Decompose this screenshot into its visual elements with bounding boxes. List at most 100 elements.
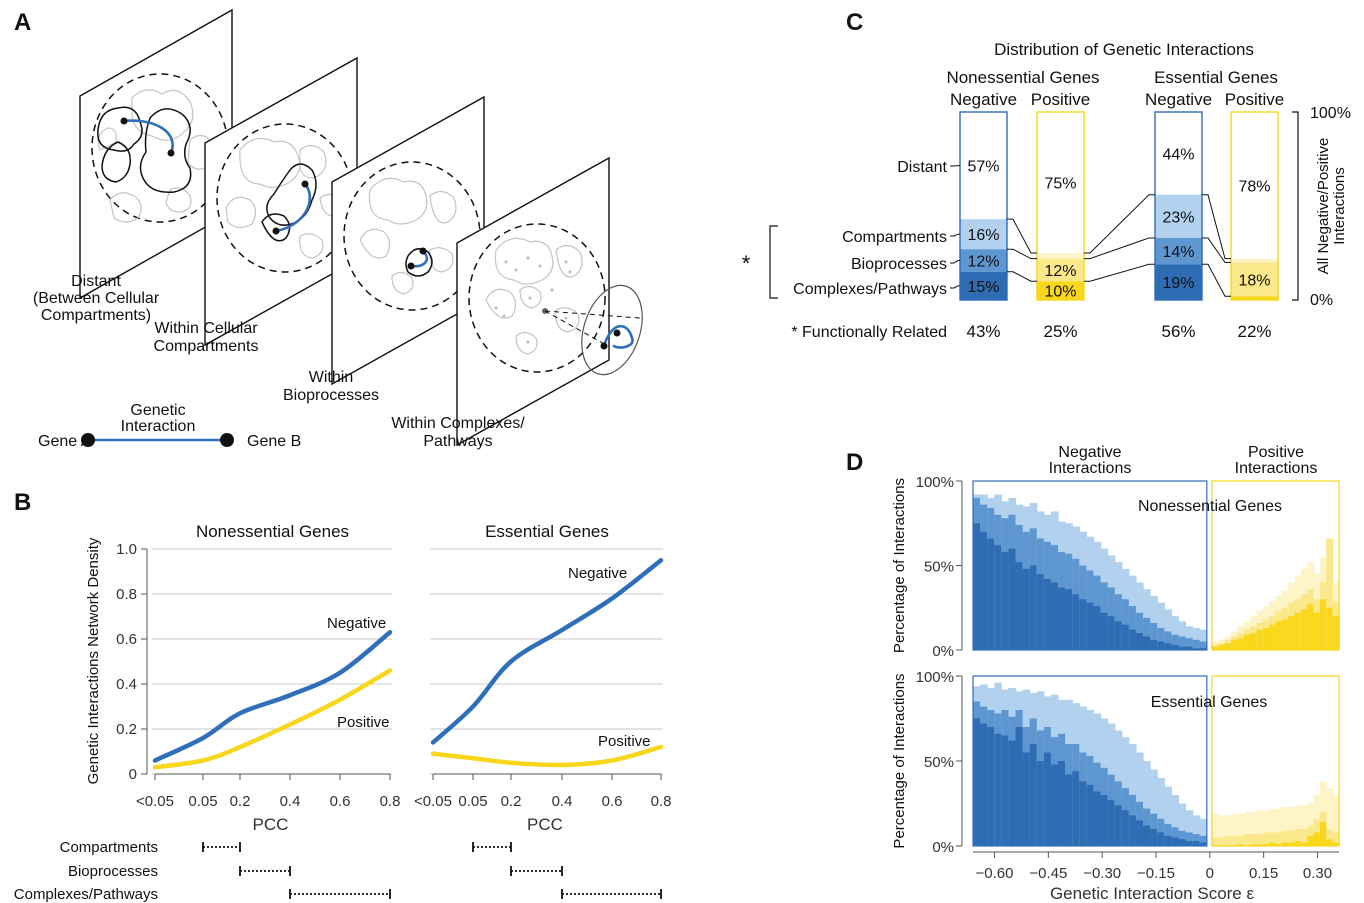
hist-bar-negative-dark	[1065, 589, 1073, 650]
pcc-range-label: Complexes/Pathways	[14, 886, 158, 903]
hist-bar-positive-dark	[1300, 842, 1308, 846]
panel-c-stacked-bars: Distribution of Genetic Interactions None…	[742, 40, 1351, 341]
connector-line	[1007, 218, 1037, 254]
hist-bar-negative-dark	[1150, 639, 1158, 650]
hist-bar-positive-light	[1332, 795, 1340, 846]
category-leader	[950, 260, 960, 264]
panel-b-line-charts: Nonessential Genes <0.05 0.05 0.2 0.4 0.6 0.8 P…	[14, 522, 672, 903]
hist-bar-positive-dark	[1307, 604, 1315, 650]
x-axis-label: PCC	[527, 815, 563, 834]
hist-bar-negative-dark	[1086, 784, 1095, 846]
segment-label: 18%	[1238, 272, 1270, 289]
hist-bar-negative-light	[1164, 786, 1172, 846]
hist-bar-positive-mid	[1230, 835, 1238, 846]
hist-bar-positive-dark	[1288, 842, 1296, 846]
hist-bar-negative-dark	[1178, 839, 1187, 846]
hist-bar-negative-dark	[1192, 840, 1201, 846]
hist-bar-negative-light	[1157, 602, 1165, 650]
bar-outline	[1230, 111, 1279, 301]
panel-a-illustration: Distant (Between Cellular Compartments) …	[33, 8, 643, 450]
hist-bar-negative-mid	[1192, 639, 1201, 650]
y-tick-label: 0.4	[116, 676, 137, 693]
hist-bar-negative-dark	[1135, 820, 1144, 846]
hist-bar-negative-dark	[1001, 735, 1010, 846]
y-tick-label: 50%	[924, 754, 954, 771]
gene-a-node	[81, 433, 95, 447]
x-axis-label: PCC	[253, 815, 289, 834]
hist-bar-positive-mid	[1237, 835, 1245, 846]
series-line-positive	[430, 744, 664, 768]
hist-bar-positive-dark	[1262, 844, 1270, 846]
hist-bar-negative-dark	[1128, 815, 1137, 846]
bar-segment-distant	[1155, 112, 1202, 195]
plane-bioprocesses	[331, 95, 485, 386]
connector-line	[1007, 248, 1037, 260]
bar-segment-complexes-pathways	[1155, 264, 1202, 300]
chart-title: Essential Genes	[485, 522, 609, 541]
plane-label-distant-3: Compartments)	[41, 307, 151, 324]
hist-bar-negative-mid	[1135, 612, 1144, 650]
x-tick-label: 0	[1206, 865, 1214, 882]
hist-bar-negative-dark	[1150, 829, 1158, 846]
bar-header: Positive	[1225, 90, 1285, 109]
hist-bar-negative-dark	[987, 538, 995, 650]
hist-bar-positive-dark	[1256, 629, 1264, 650]
hist-bar-positive-dark	[1288, 616, 1296, 650]
x-axis: −0.60 −0.45 −0.30 −0.15 0 0.15 0.30 Genetic Int…	[973, 851, 1339, 903]
right-axis-bottom: 0%	[1310, 292, 1333, 309]
bar-outline	[959, 111, 1008, 301]
bar-segment-bioprocesses	[1155, 237, 1202, 265]
histogram-name: Essential Genes	[1151, 694, 1268, 711]
plane-label-bioprocesses-1: Within	[309, 369, 353, 386]
y-tick-label: 0%	[932, 643, 954, 660]
connector-line	[1084, 194, 1155, 254]
hist-bar-negative-dark	[1001, 551, 1010, 650]
bar-segment-bioprocesses	[960, 249, 1007, 272]
category-label: Compartments	[842, 229, 947, 246]
hist-bar-negative-dark	[994, 733, 1002, 846]
y-tick-label: 0%	[932, 839, 954, 856]
y-tick-label: 1.0	[116, 541, 137, 558]
hist-bar-positive-dark	[1294, 612, 1302, 650]
hist-bar-negative-dark	[1050, 582, 1059, 650]
hist-bar-positive-mid	[1332, 832, 1340, 846]
x-tick-label: 0.2	[230, 793, 251, 810]
hist-bar-negative-dark	[1164, 835, 1172, 846]
hist-bar-positive-mid	[1224, 835, 1232, 846]
hist-bar-positive-light	[1249, 812, 1257, 846]
plane-label-distant-2: (Between Cellular	[33, 290, 160, 307]
hist-bar-positive-dark	[1230, 639, 1238, 650]
hist-bar-negative-dark	[1015, 727, 1024, 846]
hist-bar-positive-light	[1224, 815, 1232, 846]
hist-bar-positive-light	[1307, 803, 1315, 846]
gene-b-node	[220, 433, 234, 447]
plane-label-complexes-2: Pathways	[423, 433, 492, 450]
positive-frame	[1211, 480, 1340, 651]
hist-bar-positive-dark	[1319, 599, 1327, 650]
connector-line	[1007, 271, 1037, 282]
hist-bar-negative-mid	[1171, 634, 1180, 650]
x-tick-label: 0.05	[458, 793, 487, 810]
right-axis-top: 100%	[1310, 105, 1351, 122]
hist-bar-negative-dark	[1072, 771, 1080, 846]
connector-line	[1202, 194, 1231, 260]
connector-line	[1084, 263, 1155, 282]
segment-label: 10%	[1044, 284, 1076, 301]
category-leader	[950, 285, 960, 289]
hist-bar-positive-light	[1243, 812, 1251, 846]
hist-bar-negative-mid	[1157, 628, 1165, 650]
hist-bar-negative-dark	[1043, 579, 1052, 650]
y-axis-label: Percentage of Interactions	[891, 673, 908, 848]
hist-bar-negative-light	[1150, 769, 1158, 846]
hist-bar-negative-dark	[1143, 636, 1151, 650]
segment-label: 15%	[967, 279, 999, 296]
hist-bar-negative-dark	[1036, 573, 1045, 650]
line-chart-B-essential: Essential Genes <0.05 0.05 0.2 0.4 0.6 0.8 PCC N…	[414, 522, 671, 899]
hist-bar-positive-light	[1288, 806, 1296, 846]
hist-bar-positive-dark	[1237, 844, 1245, 846]
hist-bar-negative-dark	[987, 727, 995, 846]
hist-bar-negative-dark	[1029, 744, 1038, 846]
connector-line	[1084, 237, 1155, 260]
functionally-related-value: 25%	[1043, 322, 1077, 341]
